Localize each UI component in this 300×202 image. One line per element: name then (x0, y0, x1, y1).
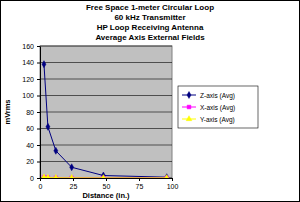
marker (69, 175, 75, 178)
y-tick-label: 100 (22, 92, 34, 99)
marker (70, 164, 74, 171)
y-tick-mark (37, 46, 40, 47)
grid-line (40, 161, 172, 162)
x-tick-mark (139, 178, 140, 181)
y-tick-label: 0 (30, 175, 34, 182)
y-axis-line (40, 47, 41, 179)
title: Free Space 1-meter Circular Loop (86, 3, 214, 12)
legend-marker (186, 116, 192, 121)
marker (54, 147, 58, 154)
marker (53, 174, 59, 178)
y-tick: 100 (22, 92, 40, 99)
chart-border (1, 1, 300, 202)
y-tick-label: 20 (26, 158, 34, 165)
legend-label: Z-axis (Avg) (200, 92, 235, 100)
y-tick-mark (37, 79, 40, 80)
marker (101, 175, 107, 178)
x-tick-mark (172, 178, 173, 181)
y-axis: 0 20 40 60 80 100 120 140 160 (22, 43, 40, 182)
y-tick: 60 (26, 125, 40, 132)
y-tick: 120 (22, 76, 40, 83)
title: Average Axis External Fields (95, 33, 205, 42)
marker (164, 175, 170, 178)
x-tick-label: 25 (70, 183, 78, 190)
y-tick-label: 80 (26, 109, 34, 116)
marks (41, 61, 169, 178)
y-tick-label: 120 (22, 76, 34, 83)
x-tick-label: 50 (103, 183, 111, 190)
marker (46, 123, 50, 130)
x-tick-label: 100 (167, 183, 179, 190)
x-tick-label: 75 (136, 183, 144, 190)
x-axis: 0 25 50 75 100 (39, 178, 179, 190)
y-tick-mark (37, 112, 40, 113)
grid-line (40, 128, 172, 129)
x-tick-mark (73, 178, 74, 181)
grid-line (40, 112, 172, 113)
y-tick-mark (37, 96, 40, 97)
grid-line (40, 46, 172, 47)
legend-label: Y-axis (Avg) (200, 116, 235, 124)
title: HP Loop Receiving Antenna (97, 23, 204, 32)
x-tick: 0 (39, 178, 43, 190)
marker (101, 172, 105, 178)
y-tick-mark (37, 63, 40, 64)
grid-line (40, 79, 172, 80)
legend-box (178, 86, 258, 128)
legend-label: X-axis (Avg) (200, 104, 235, 112)
x-tick: 100 (167, 178, 179, 190)
y-tick: 40 (26, 142, 40, 149)
marker (42, 61, 46, 68)
y-tick-mark (37, 145, 40, 146)
legend-marker (187, 92, 191, 99)
y-tick: 80 (26, 109, 40, 116)
y-tick-label: 60 (26, 125, 34, 132)
y-tick: 20 (26, 158, 40, 165)
x-tick: 50 (103, 178, 111, 190)
grid-line (40, 95, 172, 96)
y-tick-label: 160 (22, 43, 34, 50)
x-tick-mark (106, 178, 107, 181)
y-tick-mark (37, 178, 40, 179)
grid-line (40, 145, 172, 146)
y-tick: 0 (30, 175, 40, 182)
x-tick: 75 (136, 178, 144, 190)
x-axis-title: Distance (in.) (82, 191, 130, 200)
legend-marker (187, 105, 191, 109)
x-tick: 25 (70, 178, 78, 190)
y-tick: 140 (22, 59, 40, 66)
y-axis-title: mVrms (3, 99, 12, 124)
title: 60 kHz Transmitter (114, 13, 185, 22)
grid-line (40, 62, 172, 63)
y-tick-label: 40 (26, 142, 34, 149)
x-tick-label: 0 (39, 183, 43, 190)
legend: Z-axis (Avg) X-axis (Avg) Y-axis (Avg) (178, 86, 258, 128)
grid (40, 46, 172, 178)
chart: Free Space 1-meter Circular Loop60 kHz T… (0, 0, 300, 202)
y-tick-label: 140 (22, 59, 34, 66)
y-tick-mark (37, 129, 40, 130)
y-tick-mark (37, 162, 40, 163)
y-tick: 160 (22, 43, 40, 50)
plot-area (40, 46, 172, 178)
series-line (44, 64, 167, 177)
marker (165, 174, 169, 178)
marker (45, 174, 51, 178)
